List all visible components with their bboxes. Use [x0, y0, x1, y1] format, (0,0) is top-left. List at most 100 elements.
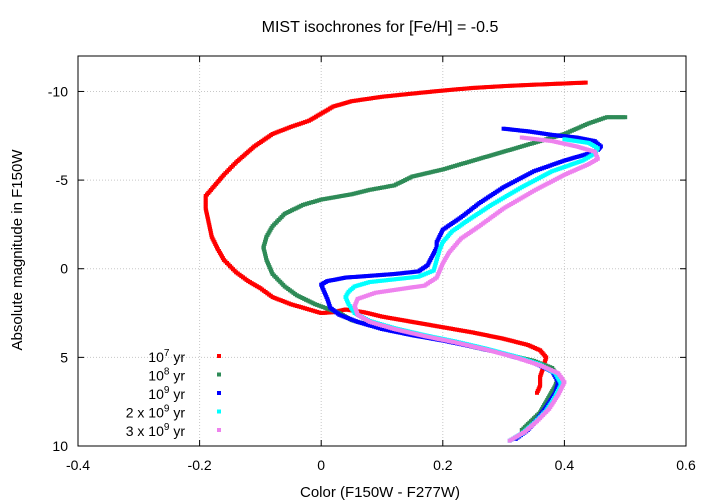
- data-point: [414, 91, 419, 96]
- data-point: [519, 135, 524, 140]
- data-point: [580, 146, 585, 151]
- data-point: [369, 292, 374, 296]
- data-point: [323, 196, 328, 201]
- data-point: [558, 140, 563, 145]
- data-point: [432, 89, 437, 94]
- data-point: [359, 309, 364, 314]
- data-point: [566, 157, 571, 162]
- y-axis-label: Absolute magnitude in F150W: [9, 149, 26, 351]
- data-point: [442, 325, 447, 330]
- data-point: [580, 140, 585, 144]
- data-point: [382, 94, 387, 99]
- data-point: [298, 305, 303, 310]
- data-point: [580, 136, 585, 141]
- data-point: [412, 320, 417, 325]
- data-point: [605, 115, 609, 120]
- data-point: [367, 311, 372, 316]
- data-point: [392, 272, 397, 276]
- data-point: [378, 273, 382, 278]
- data-point: [507, 438, 512, 443]
- data-point: [388, 93, 393, 98]
- data-point: [406, 330, 411, 335]
- data-point: [408, 285, 413, 290]
- data-point: [456, 87, 460, 92]
- data-point: [412, 91, 417, 96]
- data-point: [420, 333, 425, 338]
- data-point: [331, 195, 336, 200]
- y-tick-label: -5: [56, 172, 69, 188]
- data-point: [564, 81, 569, 86]
- data-point: [367, 319, 372, 324]
- data-point: [278, 128, 283, 133]
- data-point: [479, 85, 484, 90]
- data-point: [537, 137, 542, 142]
- data-point: [353, 274, 358, 279]
- data-point: [353, 191, 358, 196]
- data-point: [443, 88, 447, 93]
- data-point: [386, 94, 391, 99]
- data-point: [541, 138, 546, 143]
- data-point: [205, 212, 209, 217]
- data-point: [560, 165, 565, 170]
- data-point: [459, 341, 463, 346]
- data-point: [390, 326, 395, 331]
- data-point: [398, 328, 403, 333]
- data-point: [535, 137, 539, 142]
- data-point: [438, 88, 443, 93]
- data-point: [570, 81, 575, 86]
- data-point: [503, 337, 508, 342]
- data-point: [527, 82, 532, 87]
- data-point: [406, 92, 411, 96]
- data-point: [450, 327, 455, 331]
- data-point: [482, 85, 487, 90]
- data-point: [423, 90, 428, 95]
- data-point: [382, 314, 386, 319]
- x-tick-label: 0.4: [555, 457, 575, 473]
- data-point: [486, 85, 491, 89]
- data-point: [538, 82, 543, 87]
- data-point: [380, 94, 384, 99]
- data-point: [473, 85, 478, 90]
- data-point: [261, 247, 266, 252]
- data-point: [390, 93, 395, 98]
- data-point: [408, 270, 413, 275]
- data-point: [263, 253, 268, 258]
- data-point: [466, 86, 471, 91]
- data-point: [574, 160, 579, 165]
- data-point: [536, 139, 541, 144]
- data-point: [534, 82, 539, 87]
- data-point: [527, 129, 532, 134]
- data-point: [501, 84, 506, 89]
- data-point: [529, 82, 534, 87]
- data-point: [390, 316, 395, 321]
- data-point: [514, 83, 519, 88]
- data-point: [429, 89, 434, 94]
- data-point: [397, 92, 402, 97]
- data-point: [428, 323, 433, 328]
- data-point: [536, 167, 541, 172]
- data-point: [528, 136, 533, 141]
- data-point: [481, 346, 486, 351]
- data-point: [503, 84, 508, 88]
- data-point: [471, 85, 476, 90]
- data-point: [317, 198, 322, 203]
- data-point: [369, 273, 374, 278]
- tick-layer: -0.4 -0.2 0 0.2 0.4 0.6 -10 -5 0 5 10: [48, 56, 696, 473]
- data-point: [401, 92, 406, 97]
- data-point: [203, 196, 208, 201]
- data-point: [477, 85, 482, 90]
- data-point: [384, 184, 389, 189]
- data-point: [399, 92, 404, 97]
- data-point: [564, 134, 569, 139]
- data-point: [339, 276, 344, 281]
- data-point: [309, 200, 314, 205]
- data-point: [566, 81, 571, 86]
- data-point: [307, 307, 311, 312]
- data-point: [522, 135, 526, 140]
- data-point: [581, 80, 586, 85]
- data-point: [398, 317, 403, 322]
- data-point: [558, 81, 563, 86]
- y-tick-label: 0: [60, 261, 68, 277]
- data-point: [400, 276, 405, 281]
- legend-label: 108 yr: [148, 367, 185, 384]
